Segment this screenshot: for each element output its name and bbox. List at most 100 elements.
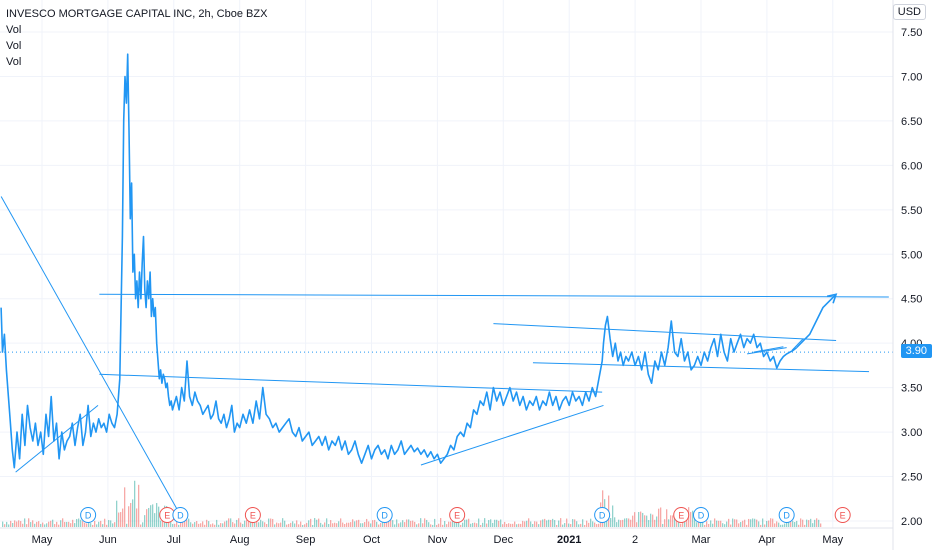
volume-bar	[142, 522, 144, 527]
volume-bar	[16, 521, 18, 527]
volume-bar	[510, 523, 512, 527]
volume-bar	[342, 522, 344, 527]
volume-bar	[360, 523, 362, 527]
volume-bar	[522, 520, 524, 527]
volume-bar	[632, 515, 634, 527]
volume-label-3[interactable]: Vol	[6, 56, 22, 68]
trend-line	[99, 293, 889, 298]
volume-bar	[322, 524, 324, 527]
volume-bar	[50, 520, 52, 527]
volume-bar	[100, 520, 102, 527]
volume-bar	[46, 523, 48, 527]
price-tick-label: 5.50	[901, 205, 922, 217]
volume-bar	[144, 515, 146, 527]
volume-bar	[670, 515, 672, 527]
volume-bar	[442, 524, 444, 527]
volume-bar	[248, 520, 250, 527]
volume-bar	[626, 518, 628, 527]
volume-bar	[64, 521, 66, 527]
dividend-marker	[594, 507, 611, 523]
time-tick-label: Nov	[428, 534, 448, 546]
volume-label-2[interactable]: Vol	[6, 40, 22, 52]
volume-bar	[252, 520, 254, 527]
volume-bar	[562, 524, 564, 527]
volume-bar	[254, 522, 256, 527]
volume-bar	[186, 519, 188, 527]
volume-bar	[690, 511, 692, 527]
earnings-marker	[244, 507, 261, 523]
volume-bar	[312, 524, 314, 527]
volume-bar	[314, 518, 316, 527]
volume-bar	[714, 518, 716, 527]
price-tick-label: 3.00	[901, 427, 922, 439]
price-tick-label: 2.00	[901, 516, 922, 528]
volume-bar	[362, 523, 364, 527]
currency-button[interactable]: USD	[892, 4, 926, 20]
volume-bar	[532, 523, 534, 527]
trend-line-drawings[interactable]	[0, 196, 889, 522]
symbol-title[interactable]: INVESCO MORTGAGE CAPITAL INC, 2h, Cboe B…	[6, 8, 268, 20]
volume-bar	[520, 523, 522, 527]
volume-bar	[716, 520, 718, 527]
volume-bar	[8, 524, 10, 527]
volume-bar	[146, 509, 148, 527]
volume-bar	[806, 519, 808, 527]
volume-bar	[742, 520, 744, 527]
volume-bar	[108, 520, 110, 527]
volume-bar	[394, 524, 396, 527]
volume-bar	[590, 518, 592, 527]
volume-bar	[812, 523, 814, 527]
volume-bar	[774, 523, 776, 527]
volume-bar	[628, 518, 630, 527]
volume-bar	[470, 523, 472, 527]
volume-bar	[692, 510, 694, 527]
volume-bar	[680, 523, 682, 527]
volume-bar	[234, 523, 236, 527]
price-axis[interactable]: 7.507.006.506.005.505.004.504.003.503.00…	[892, 0, 922, 550]
volume-bar	[486, 523, 488, 527]
volume-bar	[302, 524, 304, 527]
volume-bar	[196, 521, 198, 527]
event-marker-label: E	[454, 511, 460, 521]
time-axis[interactable]: May Jun Jul Aug Sep Oct Nov Dec 2021 2 Mar Apr May	[0, 527, 893, 546]
time-tick-label: Mar	[692, 534, 711, 546]
event-marker-label: D	[177, 511, 184, 521]
dividend-marker	[693, 507, 709, 523]
volume-bar	[652, 514, 654, 527]
dividend-marker	[172, 507, 189, 523]
volume-bar	[448, 521, 450, 527]
volume-bar	[738, 523, 740, 527]
volume-bar	[20, 521, 22, 527]
volume-bar	[358, 519, 360, 527]
trend-line	[420, 404, 604, 466]
volume-bar	[426, 519, 428, 527]
volume-bar	[458, 520, 460, 527]
volume-bar	[310, 518, 312, 527]
volume-bar	[412, 520, 414, 527]
volume-bar	[488, 520, 490, 527]
volume-bar	[158, 506, 160, 527]
volume-bar	[528, 518, 530, 527]
price-tick-label: 4.50	[901, 294, 922, 306]
volume-bar	[730, 524, 732, 527]
volume-bar	[710, 520, 712, 527]
time-tick-label: Apr	[758, 534, 775, 546]
volume-bar	[754, 518, 756, 527]
volume-bar	[660, 507, 662, 527]
volume-label-1[interactable]: Vol	[6, 24, 22, 36]
volume-bar	[120, 512, 122, 527]
volume-bar	[24, 518, 26, 527]
volume-bar	[388, 521, 390, 527]
volume-bar	[18, 520, 20, 527]
volume-bar	[572, 519, 574, 527]
volume-bar	[6, 521, 8, 527]
volume-bar	[472, 522, 474, 527]
projection-path	[796, 293, 837, 349]
volume-bar	[456, 522, 458, 527]
time-tick-label: Dec	[494, 534, 514, 546]
volume-bar	[428, 522, 430, 527]
volume-bar	[178, 524, 180, 527]
